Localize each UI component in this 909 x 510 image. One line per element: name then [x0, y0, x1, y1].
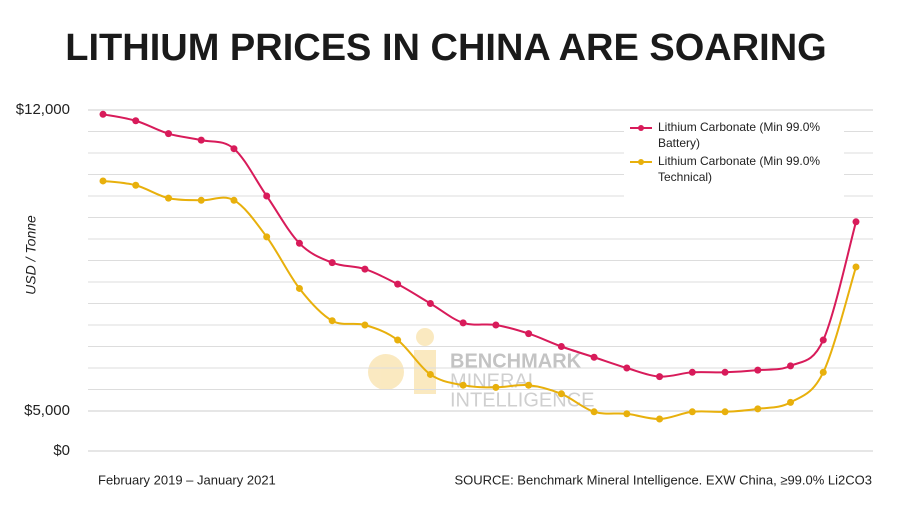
point: [99, 177, 107, 185]
point: [852, 263, 860, 271]
point: [754, 366, 762, 374]
y-tick-label: $5,000: [24, 402, 70, 419]
point: [230, 145, 238, 153]
logo-shape: [368, 354, 404, 390]
point: [164, 130, 172, 138]
legend-label-line: Technical): [658, 170, 712, 184]
point: [721, 408, 729, 416]
legend-swatch: [638, 125, 644, 131]
point: [263, 233, 271, 241]
point: [819, 336, 827, 344]
point: [623, 364, 631, 372]
legend-label: Lithium Carbonate (Min 99.0% Technical): [658, 154, 820, 184]
point: [492, 321, 500, 329]
point: [623, 410, 631, 418]
point: [197, 196, 205, 204]
point: [459, 381, 467, 389]
point: [132, 117, 140, 125]
legend-label-line: Lithium Carbonate (Min 99.0%: [658, 120, 820, 134]
point: [557, 343, 565, 350]
chart-title: LITHIUM PRICES IN CHINA ARE SOARING: [65, 27, 826, 69]
point: [394, 280, 402, 288]
point: [819, 368, 827, 376]
point: [197, 136, 205, 144]
point: [426, 370, 434, 378]
legend-box: [624, 115, 844, 200]
y-tick-label: $12,000: [16, 101, 70, 118]
legend-label-line: Lithium Carbonate (Min 99.0%: [658, 154, 820, 168]
point: [295, 284, 303, 292]
watermark: BENCHMARK MINERAL INTELLIGENCE: [368, 328, 594, 411]
point: [787, 362, 795, 370]
point: [328, 317, 336, 325]
point: [525, 330, 533, 338]
point: [688, 408, 696, 416]
point: [656, 415, 664, 423]
legend-label: Lithium Carbonate (Min 99.0% Battery): [658, 120, 820, 150]
logo-shape: [414, 350, 436, 394]
point: [132, 181, 140, 189]
legend-swatch: [638, 159, 644, 165]
point: [787, 398, 795, 406]
source-note: SOURCE: Benchmark Mineral Intelligence. …: [454, 472, 872, 487]
watermark-text: BENCHMARK: [450, 350, 582, 372]
point: [459, 319, 467, 327]
period-note: February 2019 – January 2021: [98, 472, 276, 487]
point: [394, 336, 402, 344]
point: [557, 390, 565, 398]
point: [295, 239, 303, 247]
point: [590, 353, 598, 361]
point: [361, 265, 369, 273]
legend-label-line: Battery): [658, 136, 700, 150]
point: [590, 408, 598, 416]
point: [492, 383, 500, 391]
point: [688, 368, 696, 376]
point: [721, 368, 729, 376]
point: [426, 300, 434, 307]
y-axis-label: USD / Tonne: [23, 215, 39, 295]
point: [361, 321, 369, 329]
y-tick-label: $0: [53, 442, 70, 459]
point: [852, 218, 860, 226]
point: [328, 259, 336, 267]
point: [164, 194, 172, 202]
point: [230, 196, 238, 204]
point: [656, 373, 664, 381]
point: [525, 381, 533, 389]
logo-shape: [416, 328, 434, 346]
point: [263, 192, 271, 200]
point: [99, 110, 107, 118]
point: [754, 405, 762, 413]
